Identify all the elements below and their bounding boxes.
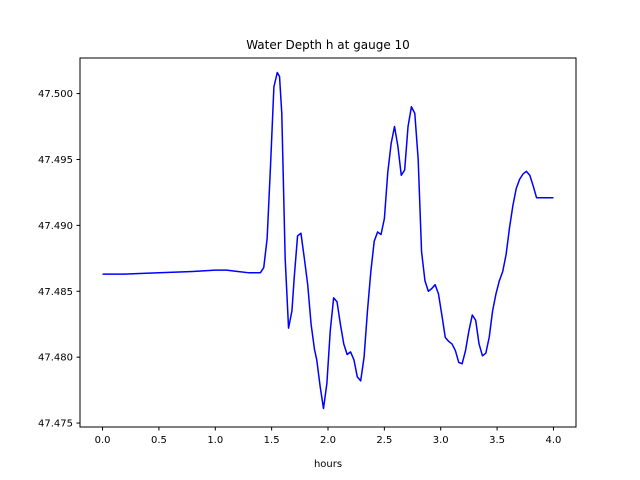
x-tick-label: 1.5	[264, 435, 280, 446]
y-tick-label: 47.485	[38, 287, 73, 298]
y-tick-label: 47.475	[38, 419, 73, 430]
series-line	[102, 71, 554, 410]
y-tick-label: 47.495	[38, 155, 73, 166]
x-tick-label: 4.0	[546, 435, 562, 446]
x-axis-label: hours	[314, 459, 342, 470]
x-tick-label: 1.0	[207, 435, 223, 446]
y-tick-label: 47.480	[38, 353, 73, 364]
x-axis: 0.0 0.5 1.0 1.5 2.0 2.5 3.0 3.5 4.0	[95, 427, 562, 446]
x-tick-label: 2.0	[320, 435, 336, 446]
y-tick-label: 47.490	[38, 221, 73, 232]
x-tick-label: 3.5	[489, 435, 505, 446]
x-tick-label: 0.5	[151, 435, 167, 446]
y-axis: 47.475 47.480 47.485 47.490 47.495 47.500	[38, 89, 80, 430]
x-tick-label: 2.5	[376, 435, 392, 446]
x-tick-label: 0.0	[95, 435, 111, 446]
x-tick-label: 3.0	[433, 435, 449, 446]
y-tick-label: 47.500	[38, 89, 73, 100]
axes-frame	[79, 57, 577, 428]
chart-title: Water Depth h at gauge 10	[246, 38, 410, 52]
plot-area	[102, 71, 554, 410]
